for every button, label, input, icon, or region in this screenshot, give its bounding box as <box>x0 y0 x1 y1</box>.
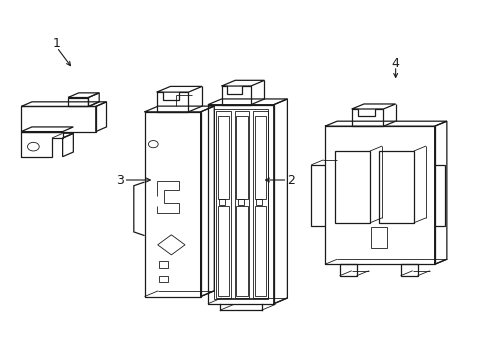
Text: 3: 3 <box>116 174 124 186</box>
Bar <box>219 199 224 205</box>
Bar <box>236 117 247 199</box>
Text: 2: 2 <box>286 174 294 186</box>
Text: 4: 4 <box>391 57 399 70</box>
Bar <box>237 199 243 205</box>
Bar <box>254 206 266 296</box>
Bar <box>370 227 386 248</box>
Bar <box>400 264 417 276</box>
Text: 1: 1 <box>53 37 61 50</box>
Bar <box>254 117 266 199</box>
Bar <box>256 199 262 205</box>
Bar <box>159 261 167 268</box>
Bar <box>217 117 229 199</box>
Bar <box>159 276 167 282</box>
Bar <box>378 151 413 223</box>
Bar <box>253 111 267 298</box>
Bar <box>213 109 267 300</box>
Bar <box>334 151 369 223</box>
Bar <box>217 206 229 296</box>
Bar <box>236 206 247 296</box>
Bar <box>216 111 230 298</box>
Bar <box>234 111 249 298</box>
Bar <box>339 264 356 276</box>
